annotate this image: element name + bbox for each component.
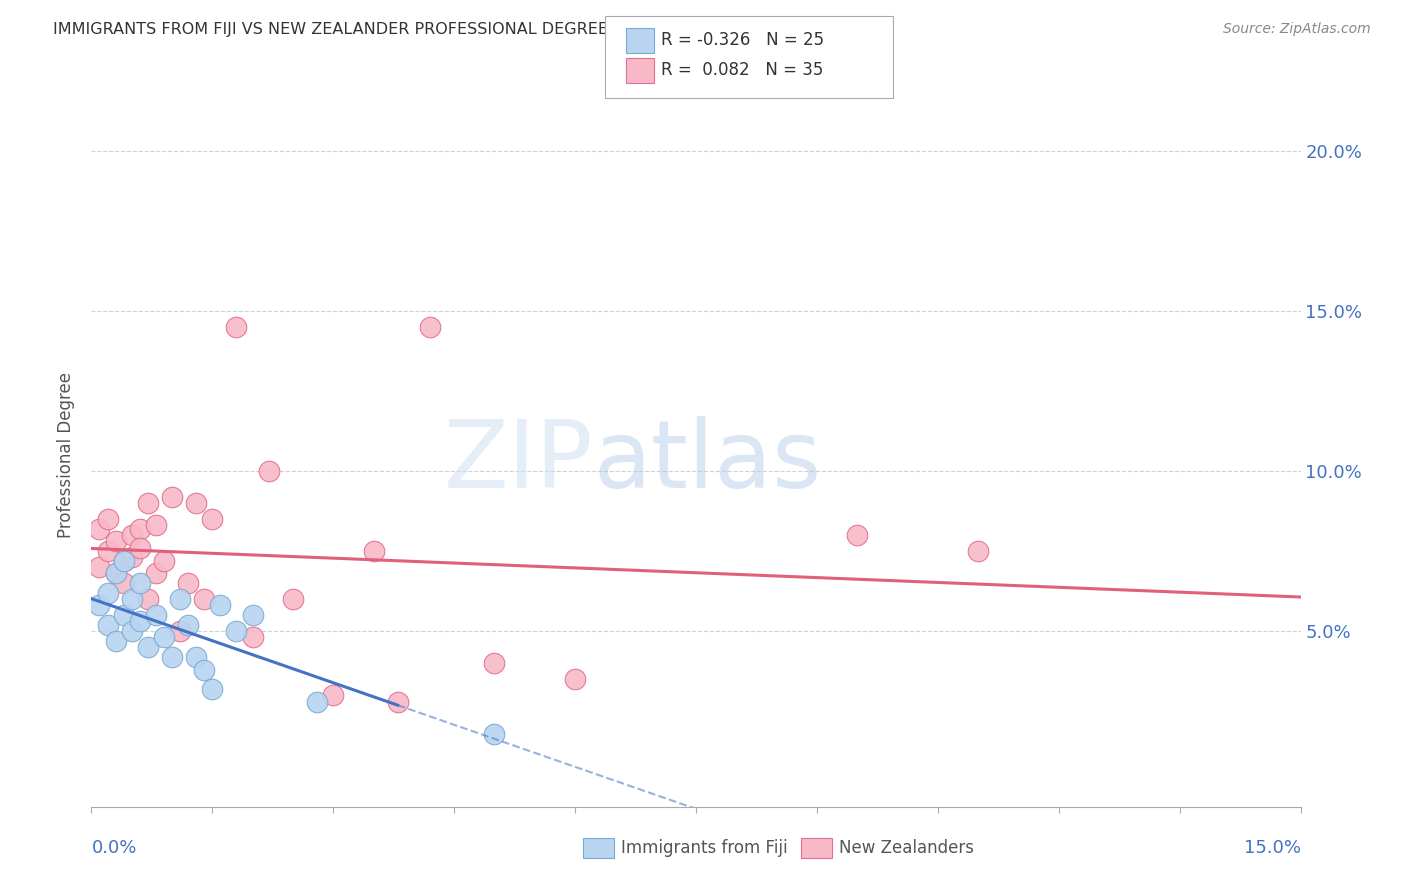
Point: [112, 576, 135, 591]
Text: Source: ZipAtlas.com: Source: ZipAtlas.com: [1223, 22, 1371, 37]
Text: atlas: atlas: [593, 416, 821, 508]
Text: New Zealanders: New Zealanders: [839, 839, 974, 857]
Text: Immigrants from Fiji: Immigrants from Fiji: [621, 839, 789, 857]
Point: [104, 566, 127, 581]
Point: [257, 464, 280, 478]
Point: [145, 518, 167, 533]
Point: [201, 681, 224, 696]
Point: [104, 534, 127, 549]
Point: [186, 649, 208, 664]
Point: [160, 649, 183, 664]
Y-axis label: Professional Degree: Professional Degree: [58, 372, 76, 538]
Point: [136, 640, 159, 654]
Text: 15.0%: 15.0%: [1243, 839, 1301, 857]
Point: [564, 672, 586, 686]
Point: [112, 553, 135, 568]
Point: [112, 553, 135, 568]
Text: 0.0%: 0.0%: [91, 839, 136, 857]
Point: [177, 617, 200, 632]
Point: [307, 694, 329, 708]
Text: ZIP: ZIP: [443, 416, 593, 508]
Point: [96, 585, 118, 599]
Point: [193, 592, 215, 607]
Point: [128, 541, 150, 555]
Point: [104, 566, 127, 581]
Point: [136, 496, 159, 510]
Text: R = -0.326   N = 25: R = -0.326 N = 25: [661, 31, 824, 49]
Point: [121, 528, 143, 542]
Point: [225, 319, 247, 334]
Point: [281, 592, 304, 607]
Text: IMMIGRANTS FROM FIJI VS NEW ZEALANDER PROFESSIONAL DEGREE CORRELATION CHART: IMMIGRANTS FROM FIJI VS NEW ZEALANDER PR…: [53, 22, 787, 37]
Point: [121, 592, 143, 607]
Point: [186, 496, 208, 510]
Point: [322, 688, 344, 702]
Point: [153, 631, 176, 645]
Point: [128, 576, 150, 591]
Point: [89, 522, 111, 536]
Point: [89, 560, 111, 574]
Point: [136, 592, 159, 607]
Point: [242, 608, 264, 623]
Point: [96, 617, 118, 632]
Point: [160, 490, 183, 504]
Point: [145, 608, 167, 623]
Point: [193, 663, 215, 677]
Point: [242, 631, 264, 645]
Point: [967, 544, 990, 558]
Point: [128, 615, 150, 629]
Point: [201, 512, 224, 526]
Point: [153, 553, 176, 568]
Point: [96, 512, 118, 526]
Point: [121, 624, 143, 639]
Point: [363, 544, 385, 558]
Point: [89, 599, 111, 613]
Point: [169, 592, 191, 607]
Point: [484, 656, 506, 670]
Point: [169, 624, 191, 639]
Point: [145, 566, 167, 581]
Point: [112, 608, 135, 623]
Point: [225, 624, 247, 639]
Point: [177, 576, 200, 591]
Point: [484, 726, 506, 740]
Point: [209, 599, 232, 613]
Text: R =  0.082   N = 35: R = 0.082 N = 35: [661, 62, 823, 79]
Point: [387, 694, 409, 708]
Point: [104, 633, 127, 648]
Point: [121, 550, 143, 565]
Point: [128, 522, 150, 536]
Point: [846, 528, 869, 542]
Point: [96, 544, 118, 558]
Point: [419, 319, 441, 334]
